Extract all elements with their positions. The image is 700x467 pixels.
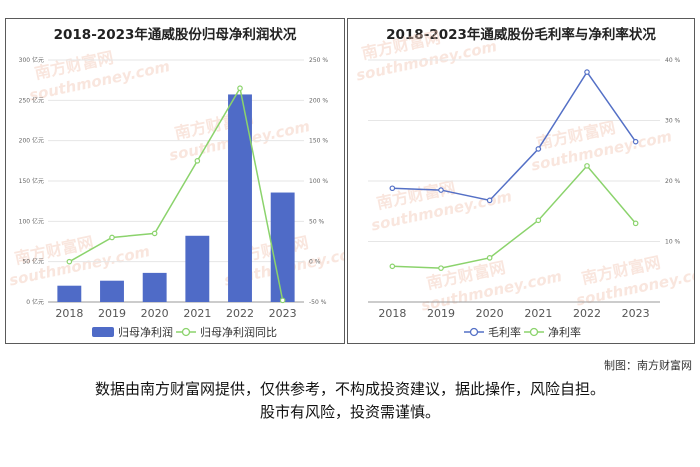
x-tick-label: 2022 <box>226 307 254 320</box>
legend-point-net-margin <box>529 327 539 337</box>
y-tick-left-label: 100 亿元 <box>19 217 44 225</box>
legend-label-net-margin: 净利率 <box>548 325 581 339</box>
point-gross-margin <box>438 187 444 193</box>
point-gross-margin <box>584 69 590 75</box>
point-yoy-growth <box>194 158 201 164</box>
y-tick-left-label: 150 亿元 <box>19 177 44 185</box>
left-chart-title: 2018-2023年通威股份归母净利润状况 <box>53 27 297 43</box>
legend-label-bar: 归母净利润 <box>118 325 173 339</box>
point-yoy-growth <box>237 85 243 92</box>
legend-label-line: 归母净利润同比 <box>200 325 277 339</box>
y-tick-right-label: -50 % <box>309 299 327 306</box>
y-tick-right-label: 250 % <box>309 57 328 64</box>
y-tick-right-label: 10 % <box>665 239 681 246</box>
x-tick-label: 2020 <box>476 307 504 320</box>
disclaimer-line-2: 股市有风险，投资需谨慎。 <box>259 403 440 421</box>
y-tick-right-label: 150 % <box>309 138 328 145</box>
x-tick-label: 2023 <box>622 307 650 320</box>
line-net-margin <box>392 164 637 269</box>
y-tick-left-label: 50 亿元 <box>22 258 44 266</box>
point-gross-margin <box>632 138 639 145</box>
legend-marker-bar <box>92 327 114 337</box>
point-net-margin <box>584 163 590 169</box>
line-gross-margin <box>392 70 637 202</box>
x-tick-label: 2019 <box>98 307 126 320</box>
x-tick-label: 2021 <box>524 307 552 320</box>
point-net-margin <box>535 217 542 224</box>
x-tick-label: 2020 <box>141 307 169 320</box>
y-tick-right-label: 200 % <box>309 97 328 104</box>
bar-net-profit <box>100 280 124 302</box>
right-chart-panel: 2018-2023年通威股份毛利率与净利率状况 南方财富网 southmoney.… <box>347 18 695 344</box>
point-gross-margin <box>389 185 396 192</box>
x-tick-label: 2018 <box>378 307 406 320</box>
point-yoy-growth <box>151 230 158 237</box>
bar-net-profit <box>142 272 167 302</box>
y-tick-right-label: 20 % <box>665 178 681 185</box>
point-yoy-growth <box>109 234 115 241</box>
y-tick-left-label: 250 亿元 <box>19 96 44 104</box>
point-yoy-growth <box>279 297 286 304</box>
disclaimer-line-1: 数据由南方财富网提供，仅供参考，不构成投资建议，据此操作，风险自担。 <box>94 380 605 398</box>
point-gross-margin <box>486 197 493 204</box>
left-chart-panel: 2018-2023年通威股份归母净利润状况 南方财富网 southmoney.co… <box>5 18 345 344</box>
bar-net-profit <box>270 192 295 302</box>
legend-point-gross-margin <box>469 327 479 337</box>
bar-net-profit <box>57 285 82 302</box>
bar-net-profit <box>228 94 252 302</box>
y-tick-right-label: 30 % <box>665 118 681 125</box>
bar-net-profit <box>185 235 210 302</box>
y-tick-right-label: 40 % <box>665 57 681 64</box>
x-tick-label: 2018 <box>55 307 83 320</box>
point-net-margin <box>389 263 396 270</box>
right-chart-title: 2018-2023年通威股份毛利率与净利率状况 <box>386 27 656 43</box>
legend-label-gross-margin: 毛利率 <box>488 325 521 339</box>
point-net-margin <box>632 220 639 227</box>
y-tick-left-label: 0 亿元 <box>26 298 44 306</box>
y-tick-left-label: 300 亿元 <box>19 56 44 64</box>
chart-credit: 制图：南方财富网 <box>604 359 692 372</box>
line-yoy-growth <box>68 86 284 301</box>
y-tick-right-label: 50 % <box>309 218 325 225</box>
legend-marker-point <box>181 327 191 337</box>
x-tick-label: 2021 <box>183 307 211 320</box>
y-tick-right-label: 100 % <box>309 178 328 185</box>
point-net-margin <box>438 265 444 271</box>
y-tick-left-label: 200 亿元 <box>19 137 44 145</box>
point-yoy-growth <box>66 258 73 265</box>
point-gross-margin <box>535 146 542 152</box>
point-net-margin <box>486 255 493 261</box>
right-chart-svg: 南方财富网southmoney.com南方财富网southmoney.com南方… <box>354 28 694 339</box>
x-tick-label: 2019 <box>427 307 455 320</box>
x-tick-label: 2022 <box>573 307 601 320</box>
x-tick-label: 2023 <box>269 307 297 320</box>
left-chart-svg: 南方财富网southmoney.com南方财富网southmoney.com南方… <box>7 48 344 339</box>
y-tick-right-label: 0 % <box>309 259 321 266</box>
